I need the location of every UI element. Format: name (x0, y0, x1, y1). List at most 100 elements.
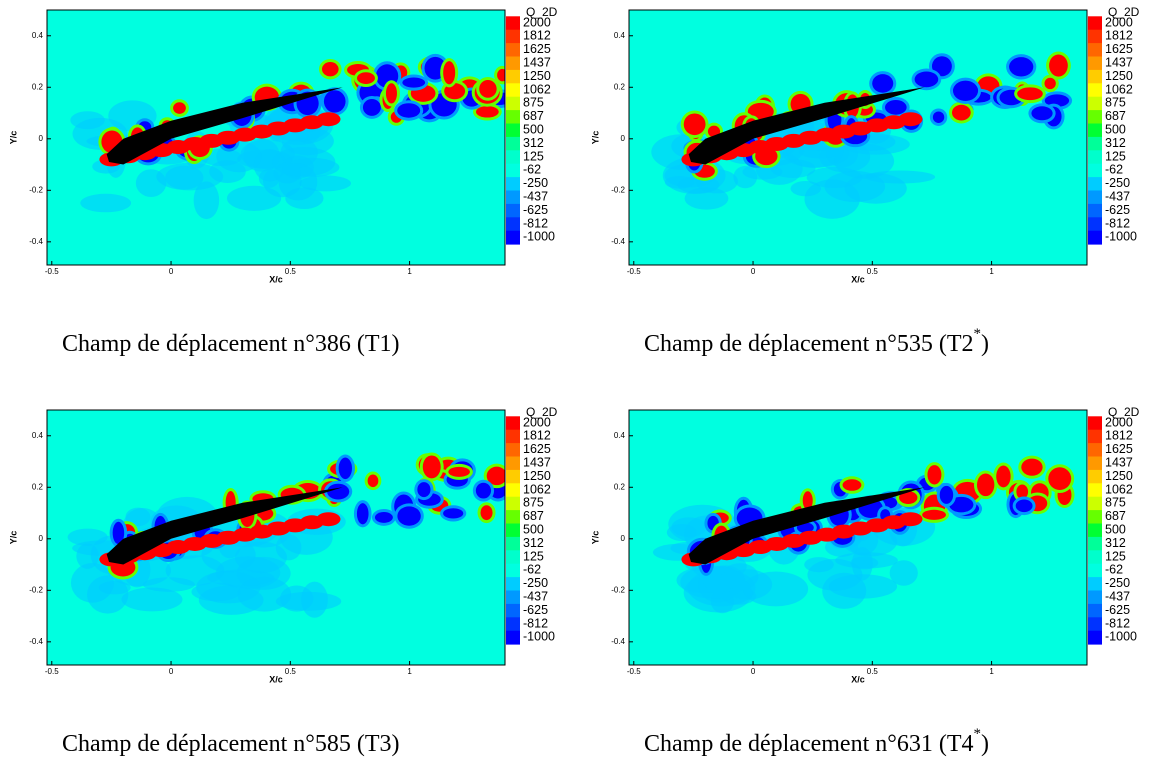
airfoil (106, 87, 343, 165)
colorbar-label: 1250 (1105, 69, 1133, 83)
haze (822, 572, 867, 609)
colorbar-label: 1250 (1105, 469, 1133, 483)
field (70, 53, 505, 220)
vortex (316, 512, 341, 527)
haze (865, 170, 936, 184)
caption: Champ de déplacement n°535 (T2*) (644, 326, 989, 356)
x-tick-label: 0.5 (285, 667, 297, 676)
colorbar-cell (1088, 230, 1102, 245)
x-tick-label: 1 (989, 267, 994, 276)
y-tick-label: 0 (621, 134, 626, 143)
vortex (949, 496, 974, 513)
colorbar-cell (506, 630, 520, 645)
colorbar-label: 125 (1105, 549, 1126, 563)
plot-frame (628, 409, 1088, 666)
caption-end: ) (981, 731, 989, 757)
colorbar-cell (506, 603, 520, 618)
y-axis-label: Y/c (8, 531, 18, 545)
haze (209, 160, 246, 184)
vortex (173, 102, 186, 114)
haze (804, 557, 834, 573)
vortex (899, 491, 918, 505)
vortex (316, 112, 341, 127)
colorbar-cell (506, 550, 520, 565)
colorbar-label: 1062 (1105, 82, 1133, 96)
x-axis-label: X/c (269, 274, 283, 284)
colorbar-label: -62 (523, 163, 541, 177)
caption-text: Champ de déplacement n°386 (T1) (62, 331, 400, 357)
caption-text: Champ de déplacement n°535 (T2 (644, 331, 974, 357)
colorbar-cell (506, 16, 520, 31)
x-axis-label: X/c (851, 274, 865, 284)
colorbar-label: 1625 (1105, 42, 1133, 56)
colorbar-cell (1088, 217, 1102, 232)
field (652, 455, 1075, 614)
vortex (802, 491, 813, 510)
colorbar-cell (1088, 150, 1102, 165)
vortex (475, 106, 499, 118)
colorbar-cell (506, 136, 520, 151)
colorbar-label: -250 (523, 176, 548, 190)
x-tick-label: -0.5 (627, 667, 641, 676)
vortex (932, 111, 945, 123)
colorbar-label: 2000 (523, 15, 551, 29)
colorbar-cell (1088, 483, 1102, 498)
y-tick-label: 0 (39, 134, 44, 143)
vortex (1044, 94, 1070, 107)
caption: Champ de déplacement n°585 (T3) (62, 731, 400, 757)
colorbar-label: 687 (1105, 109, 1126, 123)
vortex (497, 68, 505, 82)
vortex (397, 103, 421, 118)
vortex (1021, 458, 1043, 476)
vortex (479, 79, 497, 98)
vortex (443, 61, 456, 85)
panel: -0.5 0 0.5 1 0.4 0.2 0 -0.2 -0.4 X/c Y/c Q_2D200018… (590, 405, 1139, 756)
vortex (321, 61, 339, 77)
colorbar-label: -1000 (523, 230, 555, 244)
vortex (448, 466, 470, 477)
vortex (1015, 499, 1033, 513)
vortex (996, 465, 1011, 488)
panel: -0.5 0 0.5 1 0.4 0.2 0 -0.2 -0.4 X/c Y/c Q_2D200018… (8, 5, 557, 356)
colorbar-label: 875 (1105, 96, 1126, 110)
colorbar-label: 1062 (1105, 482, 1133, 496)
vortex (356, 503, 369, 525)
colorbar-cell (1088, 177, 1102, 191)
colorbar-cell (506, 29, 520, 44)
vortex (872, 74, 894, 93)
vortex (898, 112, 923, 127)
vortex (112, 521, 125, 545)
colorbar-cell (506, 510, 520, 524)
colorbar-label: 1625 (1105, 442, 1133, 456)
y-tick-label: 0.4 (614, 31, 626, 40)
colorbar-cell (1088, 163, 1102, 178)
y-tick-label: -0.4 (29, 637, 43, 646)
colorbar-cell (506, 523, 520, 538)
colorbar-cell (1088, 203, 1102, 218)
y-axis-label: Y/c (8, 131, 18, 145)
vortex (443, 508, 464, 519)
x-tick-label: -0.5 (45, 267, 59, 276)
colorbar-label: 500 (523, 122, 544, 136)
x-tick-label: 0 (751, 267, 756, 276)
colorbar-cell (506, 563, 520, 578)
colorbar-cell (1088, 416, 1102, 431)
caption-text: Champ de déplacement n°631 (T4 (644, 731, 974, 757)
colorbar-label: 875 (523, 96, 544, 110)
y-tick-label: -0.2 (29, 585, 43, 594)
haze (165, 165, 204, 190)
caption: Champ de déplacement n°386 (T1) (62, 331, 400, 357)
colorbar-cell (506, 83, 520, 98)
colorbar-cell (1088, 429, 1102, 444)
colorbar-label: 125 (1105, 149, 1126, 163)
y-tick-label: 0 (39, 534, 44, 543)
vortex (338, 457, 352, 480)
vortex (914, 71, 939, 88)
vortex (422, 455, 441, 479)
y-tick-label: 0 (621, 534, 626, 543)
colorbar-label: 125 (523, 549, 544, 563)
colorbar-cell (1088, 16, 1102, 31)
colorbar-cell (1088, 29, 1102, 44)
haze (743, 571, 809, 607)
colorbar-cell (1088, 469, 1102, 484)
